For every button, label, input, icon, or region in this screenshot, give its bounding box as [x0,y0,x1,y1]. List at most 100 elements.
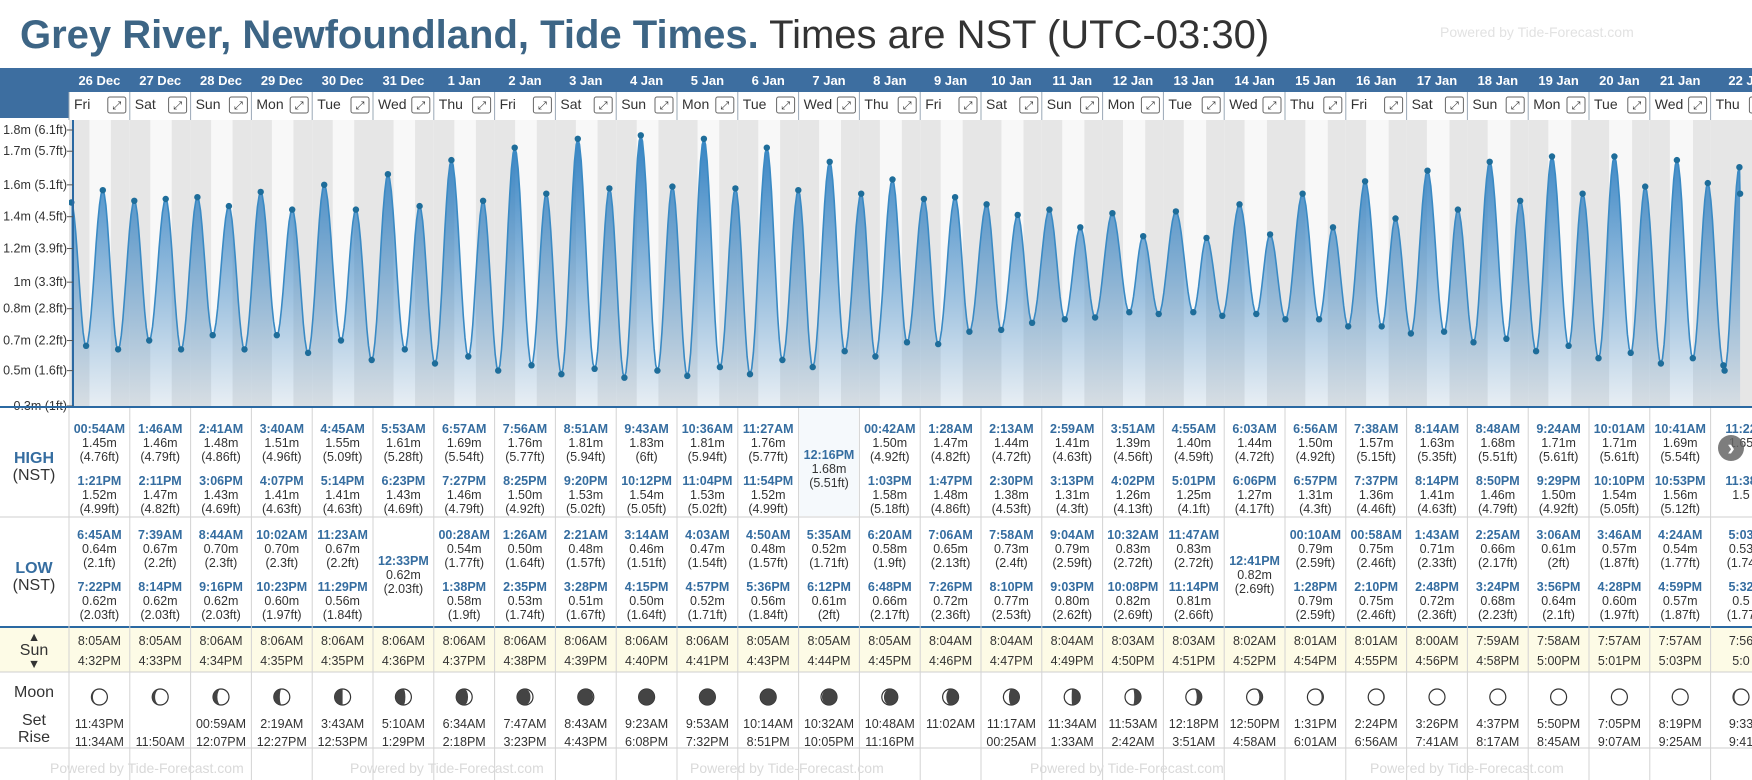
high-tide-height: 1.71m [1602,436,1637,450]
sunset-time: 4:37PM [443,654,486,668]
high-tide-time: 1:28AM [928,422,972,436]
low-tide-height: 0.47m [690,542,725,556]
high-tide-height: 1.46m [447,488,482,502]
expand-button[interactable] [958,96,978,114]
high-tide-time: 9:20PM [564,474,608,488]
moonrise-time: 2:18PM [443,735,486,749]
high-tide-height-ft: (5.61ft) [1600,450,1640,464]
expand-button[interactable] [350,96,370,114]
low-tide-height: 0.73m [994,542,1029,556]
high-tide-time: 4:02PM [1111,474,1155,488]
low-tide-height-ft: (1.67ft) [566,608,606,622]
expand-button[interactable] [228,96,248,114]
expand-button[interactable] [1748,96,1752,114]
sunrise-time: 8:06AM [564,634,607,648]
low-tide-time: 3:46AM [1597,528,1641,542]
high-tide-point [416,202,423,210]
moon-shadow [273,689,282,705]
expand-button[interactable] [654,96,674,114]
high-tide-point [1642,183,1649,190]
y-tick-label: 1.4m (4.5ft) [3,210,67,224]
high-tide-height: 1.63m [1420,436,1455,450]
expand-button[interactable] [1566,96,1586,114]
high-tide-time: 11:54PM [743,474,793,488]
expand-button[interactable] [836,96,856,114]
moonrise-time: 7:41AM [1415,735,1458,749]
weekday-label: Tue [1594,96,1618,112]
high-label: HIGH [14,450,54,467]
low-tide-height-ft: (1.74ft) [505,608,545,622]
low-tide-time: 8:14PM [138,580,182,594]
sunrise-arrow-icon: ▲ [28,630,40,644]
low-tide-point [809,363,816,371]
low-tide-time: 1:28PM [1294,580,1338,594]
sunset-time: 4:46PM [929,654,972,668]
moon-shadow [638,689,655,705]
low-tide-point [1595,355,1602,362]
sunset-arrow-icon: ▼ [28,657,40,671]
moonset-time: 10:32AM [804,717,854,731]
moon-shadow [1193,689,1202,705]
expand-button[interactable] [289,96,309,114]
scroll-right-button[interactable] [1718,435,1744,461]
expand-button[interactable] [1384,96,1404,114]
low-tide-height: 0.54m [1663,542,1698,556]
weekday-label: Sun [1047,96,1072,112]
expand-button[interactable] [1444,96,1464,114]
expand-button[interactable] [1019,96,1039,114]
high-tide-time: 2:11PM [139,474,182,488]
high-tide-height-ft: (4.17ft) [1235,502,1275,516]
expand-button[interactable] [1688,96,1708,114]
sunrise-time: 7:57AM [1598,634,1641,648]
expand-button[interactable] [897,96,917,114]
low-tide-height: 0.60m [1602,594,1637,608]
y-tick-label: 1.8m (6.1ft) [3,123,67,137]
sunrise-time: 8:06AM [503,634,546,648]
expand-button[interactable] [411,96,431,114]
expand-button[interactable] [1627,96,1647,114]
high-tide-time: 11:22 [1725,422,1752,436]
sunset-time: 4:32PM [78,654,121,668]
expand-button[interactable] [168,96,188,114]
high-tide-time: 11:38 [1725,474,1752,488]
low-tide-time: 9:16PM [199,580,243,594]
high-tide-height: 1.45m [82,436,117,450]
expand-button[interactable] [1262,96,1282,114]
moonset-time: 10:14AM [743,717,793,731]
moonrise-time: 3:51AM [1172,735,1215,749]
date-header-bar [0,68,1752,92]
sunrise-time: 8:02AM [1233,634,1276,648]
sunset-time: 4:36PM [382,654,425,668]
expand-icon: ⤢ [781,100,790,112]
high-tide-height: 1.61m [386,436,421,450]
expand-button[interactable] [1505,96,1525,114]
high-tide-point [606,185,613,192]
expand-button[interactable] [593,96,613,114]
expand-button[interactable] [532,96,552,114]
date-label: 15 Jan [1295,73,1336,88]
expand-button[interactable] [472,96,492,114]
expand-button[interactable] [1323,96,1343,114]
expand-button[interactable] [1140,96,1160,114]
expand-button[interactable] [715,96,735,114]
date-label: 9 Jan [934,73,967,88]
expand-button[interactable] [776,96,796,114]
moonset-time: 8:19PM [1659,717,1702,731]
high-tide-height: 1.46m [143,436,178,450]
expand-button[interactable] [107,96,127,114]
low-tide-point [1155,310,1162,318]
low-tide-height-ft: (2.36ft) [1417,608,1457,622]
moonset-time: 9:53AM [686,717,729,731]
expand-button[interactable] [1201,96,1221,114]
high-tide-point [1140,233,1147,240]
low-tide-height-ft: (2.59ft) [1296,608,1336,622]
high-tide-height-ft: (5.05ft) [1600,502,1640,516]
expand-button[interactable] [1080,96,1100,114]
